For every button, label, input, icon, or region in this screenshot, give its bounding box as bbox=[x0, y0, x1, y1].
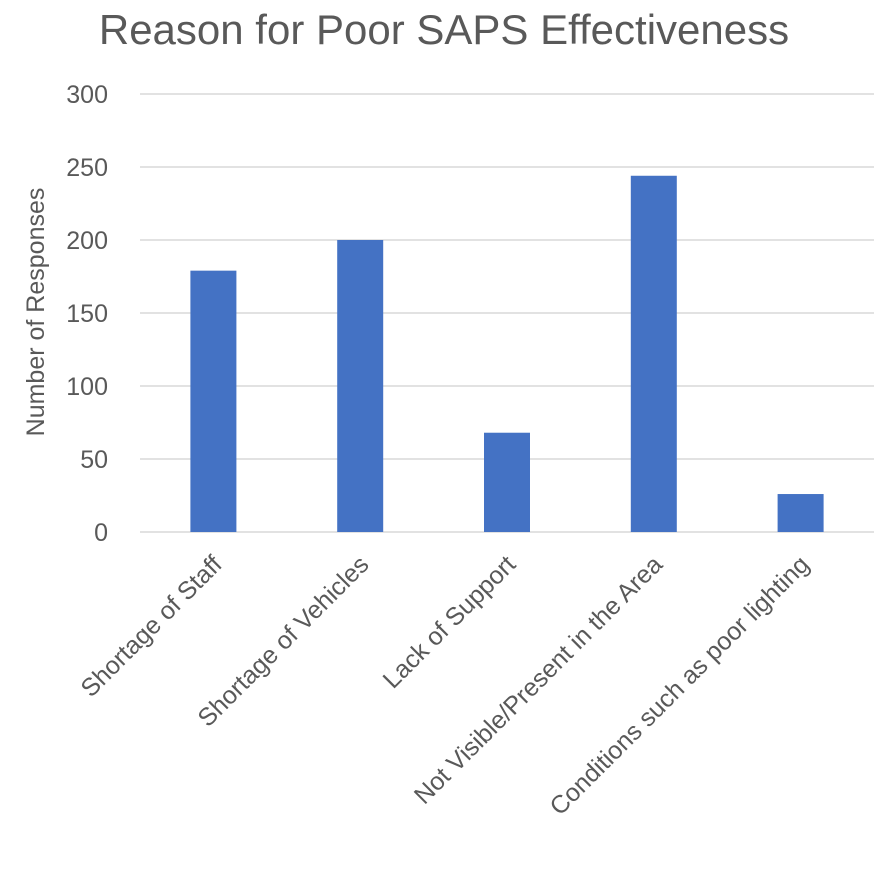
y-tick-label: 50 bbox=[80, 446, 108, 474]
x-category-label: Lack of Support bbox=[378, 550, 522, 694]
bar bbox=[484, 432, 530, 532]
bar bbox=[190, 270, 237, 532]
x-category-label: Conditions such as poor lighting bbox=[544, 550, 814, 820]
y-tick-labels: 0 50 100 150 200 250 300 bbox=[66, 81, 108, 547]
x-category-label: Not Visible/Present in the Area bbox=[409, 550, 668, 809]
y-tick-label: 300 bbox=[66, 81, 108, 109]
bars bbox=[190, 175, 824, 532]
bar bbox=[630, 175, 677, 532]
y-tick-label: 150 bbox=[66, 300, 108, 328]
bar bbox=[777, 494, 824, 532]
gridlines bbox=[140, 93, 874, 533]
bar bbox=[337, 240, 384, 532]
y-tick-label: 100 bbox=[66, 373, 108, 401]
y-axis-title: Number of Responses bbox=[22, 188, 50, 437]
x-category-label: Shortage of Staff bbox=[75, 550, 227, 702]
chart-title: Reason for Poor SAPS Effectiveness bbox=[99, 6, 789, 53]
y-tick-label: 200 bbox=[66, 227, 108, 255]
y-tick-label: 250 bbox=[66, 154, 108, 182]
y-tick-label: 0 bbox=[94, 519, 108, 547]
